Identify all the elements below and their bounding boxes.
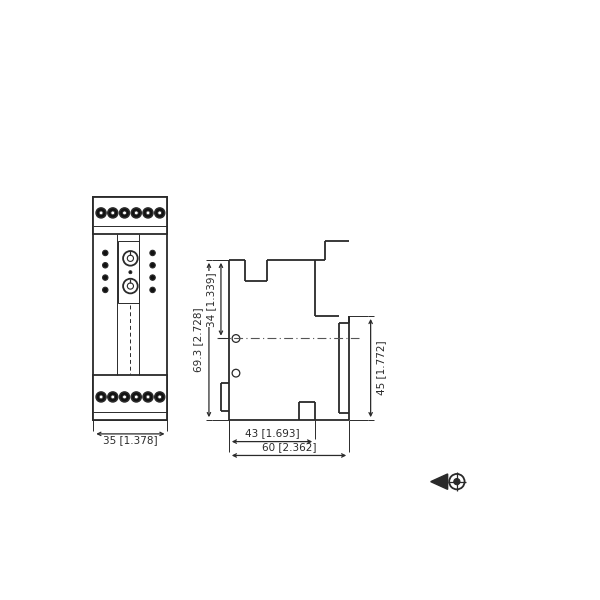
Circle shape [99,211,103,215]
Bar [94,376,167,420]
Circle shape [150,275,155,280]
Circle shape [146,211,150,215]
Bar [94,197,167,420]
Circle shape [146,395,150,399]
Circle shape [134,395,138,399]
Circle shape [454,479,460,485]
Circle shape [150,263,155,268]
Circle shape [131,392,141,402]
Circle shape [155,392,165,402]
Circle shape [119,392,130,402]
Circle shape [111,211,115,215]
Circle shape [96,392,106,402]
Polygon shape [431,474,448,490]
Circle shape [123,251,138,266]
Circle shape [111,395,115,399]
Circle shape [232,335,240,343]
Circle shape [103,287,108,293]
Circle shape [150,287,155,293]
Circle shape [143,392,153,402]
Bar [118,241,139,303]
Circle shape [155,208,165,218]
Circle shape [158,395,161,399]
Circle shape [127,255,133,262]
Circle shape [122,395,127,399]
Circle shape [150,250,155,256]
Text: 60 [2.362]: 60 [2.362] [262,442,316,452]
Circle shape [131,208,141,218]
Text: 45 [1.772]: 45 [1.772] [376,341,386,395]
Text: 34 [1.339]: 34 [1.339] [206,272,216,326]
Circle shape [232,369,240,377]
Bar [94,197,167,233]
Circle shape [99,395,103,399]
Text: 69.3 [2.728]: 69.3 [2.728] [193,308,203,373]
Circle shape [119,208,130,218]
Circle shape [134,211,138,215]
Circle shape [123,279,138,293]
Circle shape [103,250,108,256]
Circle shape [127,283,133,289]
Circle shape [108,392,118,402]
Circle shape [143,208,153,218]
Circle shape [122,211,127,215]
Text: 43 [1.693]: 43 [1.693] [245,428,299,438]
Circle shape [449,474,464,490]
Circle shape [108,208,118,218]
Circle shape [103,263,108,268]
Text: 35 [1.378]: 35 [1.378] [103,436,158,445]
Circle shape [96,208,106,218]
Circle shape [103,275,108,280]
Circle shape [129,271,132,274]
Circle shape [158,211,161,215]
